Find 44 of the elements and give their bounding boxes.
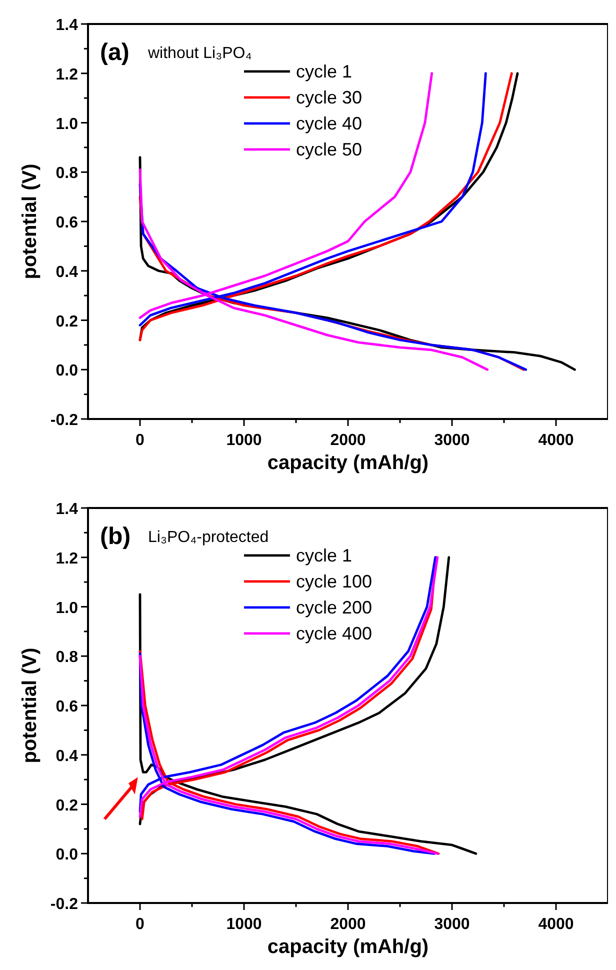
legend-label: cycle 50 [296,139,362,160]
text: (a) [100,39,130,66]
legend-label: cycle 40 [296,113,362,134]
y-tick-label: 1.2 [56,66,78,84]
text: 0.0 [56,846,78,864]
y-tick-label: -0.2 [50,896,78,913]
y-tick-label: 1.4 [56,17,78,34]
legend-label: cycle 30 [296,87,362,108]
y-tick-label: -0.2 [50,412,78,429]
y-tick-label: 0.6 [56,698,78,716]
x-axis-title: capacity (mAh/g) [267,936,429,958]
text: 1.0 [56,116,78,133]
x-tick-label: 1000 [226,916,262,933]
x-tick-label: 0 [136,916,145,933]
x-tick-label: 2000 [330,916,366,933]
x-tick-label: 4000 [538,432,574,449]
x-tick-label: 3000 [434,916,470,933]
x-tick-label: 3000 [434,432,470,449]
text: (b) [100,523,131,550]
y-tick-label: 0.2 [56,313,78,330]
x-tick-label: 0 [136,432,145,449]
y-axis-title: potential (V) [19,648,41,764]
legend-label: cycle 1 [296,61,352,82]
legend-label: cycle 400 [296,623,372,644]
x-tick-label: 4000 [538,916,574,933]
y-tick-label: 0.2 [56,797,78,814]
y-tick-label: 0.8 [56,165,78,182]
x-axis-title: capacity (mAh/g) [267,452,429,474]
text: Li₃PO₄-protected [148,529,269,546]
legend-label: cycle 200 [296,597,372,618]
legend-label: cycle 100 [296,571,372,592]
y-tick-label: 0.4 [56,748,78,765]
text: 0.0 [56,362,78,380]
y-tick-label: 1.2 [56,550,78,568]
text: 1.0 [56,600,78,617]
y-axis-title: potential (V) [19,164,41,280]
x-tick-label: 2000 [330,432,366,449]
y-tick-label: 1.4 [56,501,78,518]
y-tick-label: 0.8 [56,649,78,666]
legend-label: cycle 1 [296,545,352,566]
text: without Li₃PO₄ [147,45,252,62]
x-tick-label: 1000 [226,432,262,449]
y-tick-label: 0.6 [56,214,78,232]
y-tick-label: 0.4 [56,264,78,281]
